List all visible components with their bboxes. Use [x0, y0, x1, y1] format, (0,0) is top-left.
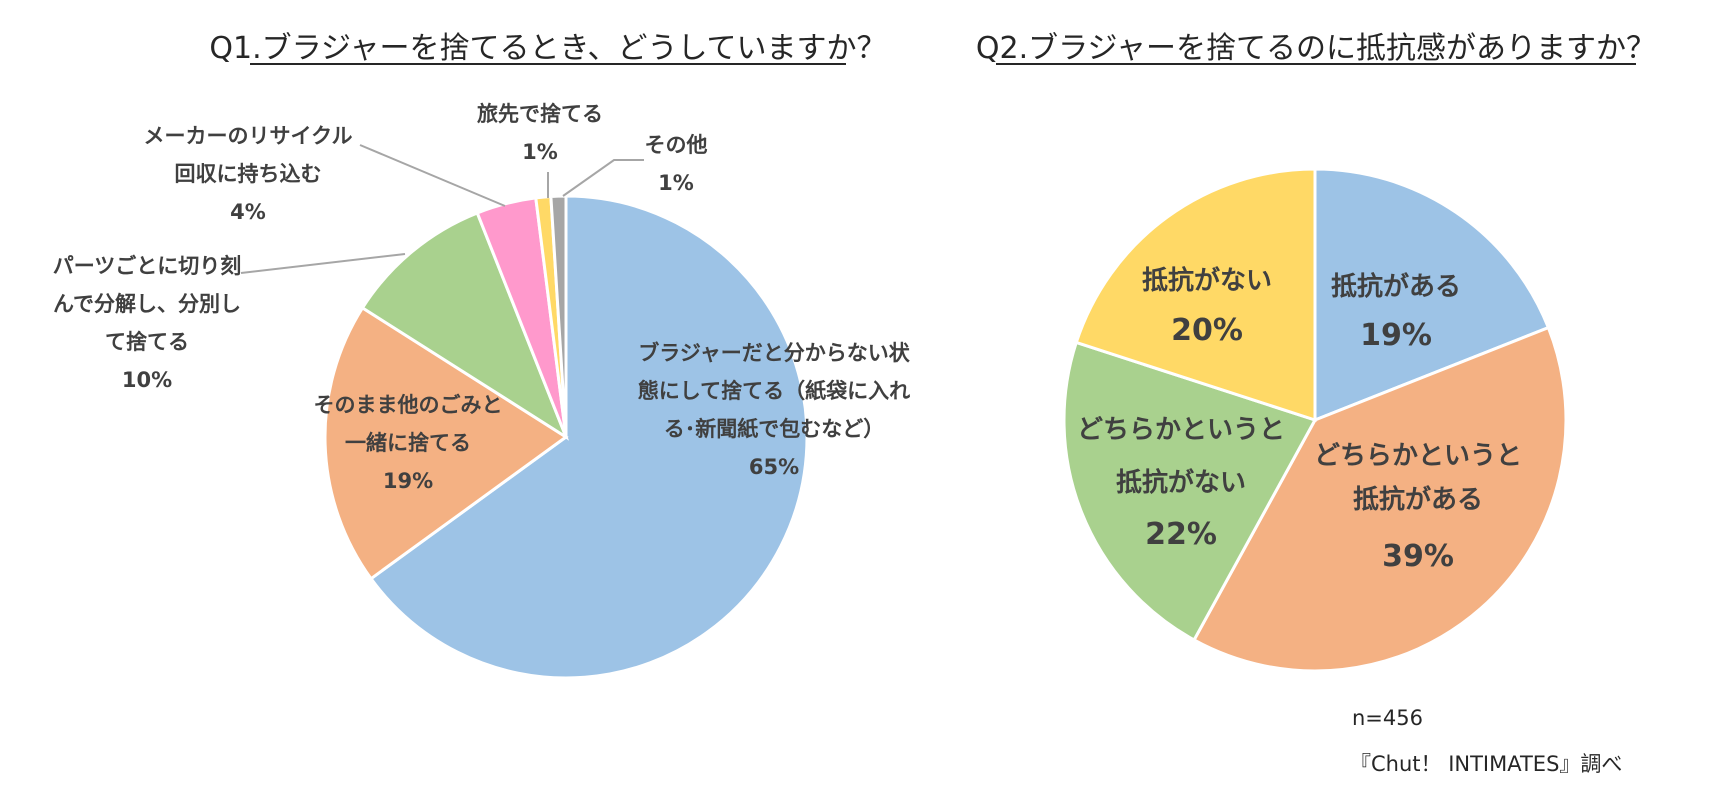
chart1-slice-0-label-line: る･新聞紙で包むなど） [664, 417, 885, 441]
chart1-slice-0-label-line: ブラジャーだと分からない状 [638, 341, 911, 365]
chart2-slice-0-value-label: 19% [1360, 318, 1432, 353]
chart2-slice-3-value-label: 20% [1171, 313, 1243, 348]
chart2-slice-2-label-line: どちらかというと [1077, 415, 1285, 445]
chart1-leader-line-0 [240, 253, 406, 274]
source-note: 『Chut！ INTIMATES』調べ [1350, 752, 1622, 776]
chart1-slice-4-label-line: 旅先で捨てる [477, 102, 603, 126]
chart2-slice-3-label-line: 抵抗がない [1142, 265, 1272, 296]
chart1-slice-4-value-label: 1% [522, 140, 558, 164]
chart1-slice-2-label-line: て捨てる [105, 330, 189, 354]
chart2-slice-0 [1313, 167, 1551, 423]
chart1-slice-3-value-label: 4% [230, 200, 266, 224]
chart1-slice-2-value-label: 10% [122, 368, 172, 392]
chart1-slice-1-label-line: 一緒に捨てる [345, 431, 471, 455]
chart2-slice-0-label: 抵抗がある 19% [1331, 271, 1461, 353]
chart1-slice-1 [323, 305, 569, 581]
chart1-slice-0-label-line: 態にして捨てる（紙袋に入れ [638, 379, 910, 403]
chart2-slice-3-label: 抵抗がない 20% [1142, 265, 1272, 348]
chart1-slice-2-label-line: パーツごとに切り刻 [53, 254, 242, 278]
chart1-slice-0-value-label: 65% [749, 455, 799, 479]
chart2-slice-1 [1192, 325, 1568, 673]
chart1-leader-line-1 [359, 144, 506, 207]
chart1-slice-0 [368, 194, 809, 680]
chart2-labels: 抵抗がある19%どちらかというと抵抗がある39%どちらかというと抵抗がない22%… [1077, 265, 1522, 574]
chart1-pie [323, 194, 809, 680]
chart2-slice-0-label-line: 抵抗がある [1331, 271, 1461, 302]
chart1-slice-3-label-line: 回収に持ち込む [175, 162, 322, 186]
sample-size-note: n=456 [1352, 706, 1423, 730]
chart1-slice-5-label-line: その他 [645, 133, 708, 157]
chart2-slice-1-label-line: どちらかというと [1314, 441, 1522, 471]
chart2-slice-2-value-label: 22% [1145, 517, 1217, 552]
chart1-slice-1-value-label: 19% [383, 469, 433, 493]
chart2-slice-2-label-line: 抵抗がない [1116, 467, 1246, 498]
chart1-slice-5 [549, 194, 568, 438]
chart2-slice-3 [1074, 167, 1317, 423]
chart2-slice-1-label-line: 抵抗がある [1353, 484, 1483, 515]
chart1-slice-1-label-line: そのまま他のごみと [314, 393, 503, 417]
chart2-pie [1062, 167, 1568, 673]
chart1-slice-5-value-label: 1% [658, 171, 694, 195]
chart1-slice-2 [360, 210, 570, 441]
chart1-slice-2-label-line: んで分解し、分別し [53, 292, 241, 316]
chart2-title: Q2.ブラジャーを捨てるのに抵抗感がありますか？ [976, 31, 1656, 66]
chart2-slice-2 [1062, 340, 1318, 642]
chart2-slice-1-value-label: 39% [1382, 539, 1454, 574]
chart1-slice-3-label-line: メーカーのリサイクル [144, 124, 353, 148]
chart1-leader-line-3 [562, 159, 644, 197]
chart1-slice-5-label: その他 1% [645, 133, 708, 195]
chart1-slice-4-label: 旅先で捨てる 1% [477, 102, 603, 164]
chart1-title: Q1.ブラジャーを捨てるとき、どうしていますか？ [209, 31, 886, 66]
